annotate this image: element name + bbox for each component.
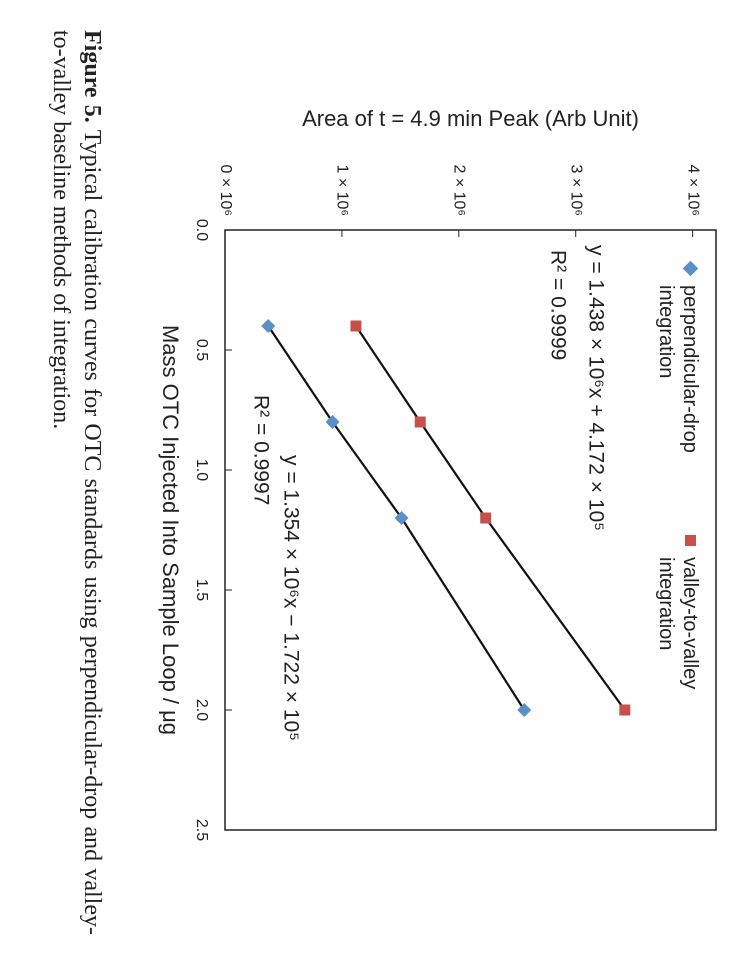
chart: 0 × 10⁶ 1 × 10⁶ 2 × 10⁶ 3 × 10⁶ 4 × 10⁶ 0.0 0.… bbox=[158, 106, 717, 841]
x-tick-label: 1.0 bbox=[193, 459, 210, 481]
y-tick-label: 1 × 10⁶ bbox=[334, 164, 351, 216]
y-tick-label: 2 × 10⁶ bbox=[451, 164, 468, 216]
x-axis-label: Mass OTC Injected Into Sample Loop / μg bbox=[158, 325, 183, 735]
point bbox=[619, 704, 631, 716]
x-tick-label: 1.5 bbox=[193, 579, 210, 601]
fit-line bbox=[355, 325, 626, 711]
point bbox=[414, 416, 426, 428]
caption-label: Figure 5. bbox=[79, 30, 105, 123]
caption: Figure 5. Typical calibration curves for… bbox=[45, 30, 107, 935]
y-tick-label: 0 × 10⁶ bbox=[217, 164, 234, 216]
x-tick-label: 0.5 bbox=[193, 339, 210, 361]
caption-text: Typical calibration curves for OTC stand… bbox=[48, 30, 105, 935]
x-tick-label: 2.5 bbox=[193, 819, 210, 841]
legend-label: valley-to-valley integration bbox=[655, 557, 701, 690]
x-tick-label: 0.0 bbox=[193, 219, 210, 241]
y-tick-label: 4 × 10⁶ bbox=[684, 164, 701, 216]
legend-label: perpendicular-drop integration bbox=[655, 285, 701, 453]
fit-line bbox=[267, 325, 526, 711]
plot-frame bbox=[224, 229, 717, 831]
annotation: R² = 0.9997 bbox=[249, 395, 272, 505]
legend-marker bbox=[685, 535, 696, 546]
annotation: y = 1.438 × 10⁶x + 4.172 × 10⁵ bbox=[584, 245, 607, 531]
annotation: y = 1.354 × 10⁶x − 1.722 × 10⁵ bbox=[279, 455, 302, 741]
point bbox=[261, 319, 276, 333]
point bbox=[480, 512, 492, 524]
y-tick-label: 3 × 10⁶ bbox=[567, 164, 584, 216]
point bbox=[394, 511, 409, 525]
x-tick-label: 2.0 bbox=[193, 699, 210, 721]
y-axis-label: Area of t = 4.9 min Peak (Arb Unit) bbox=[302, 106, 639, 131]
annotation: R² = 0.9999 bbox=[546, 250, 569, 360]
point bbox=[350, 320, 362, 332]
point bbox=[325, 415, 340, 429]
point bbox=[517, 703, 532, 717]
